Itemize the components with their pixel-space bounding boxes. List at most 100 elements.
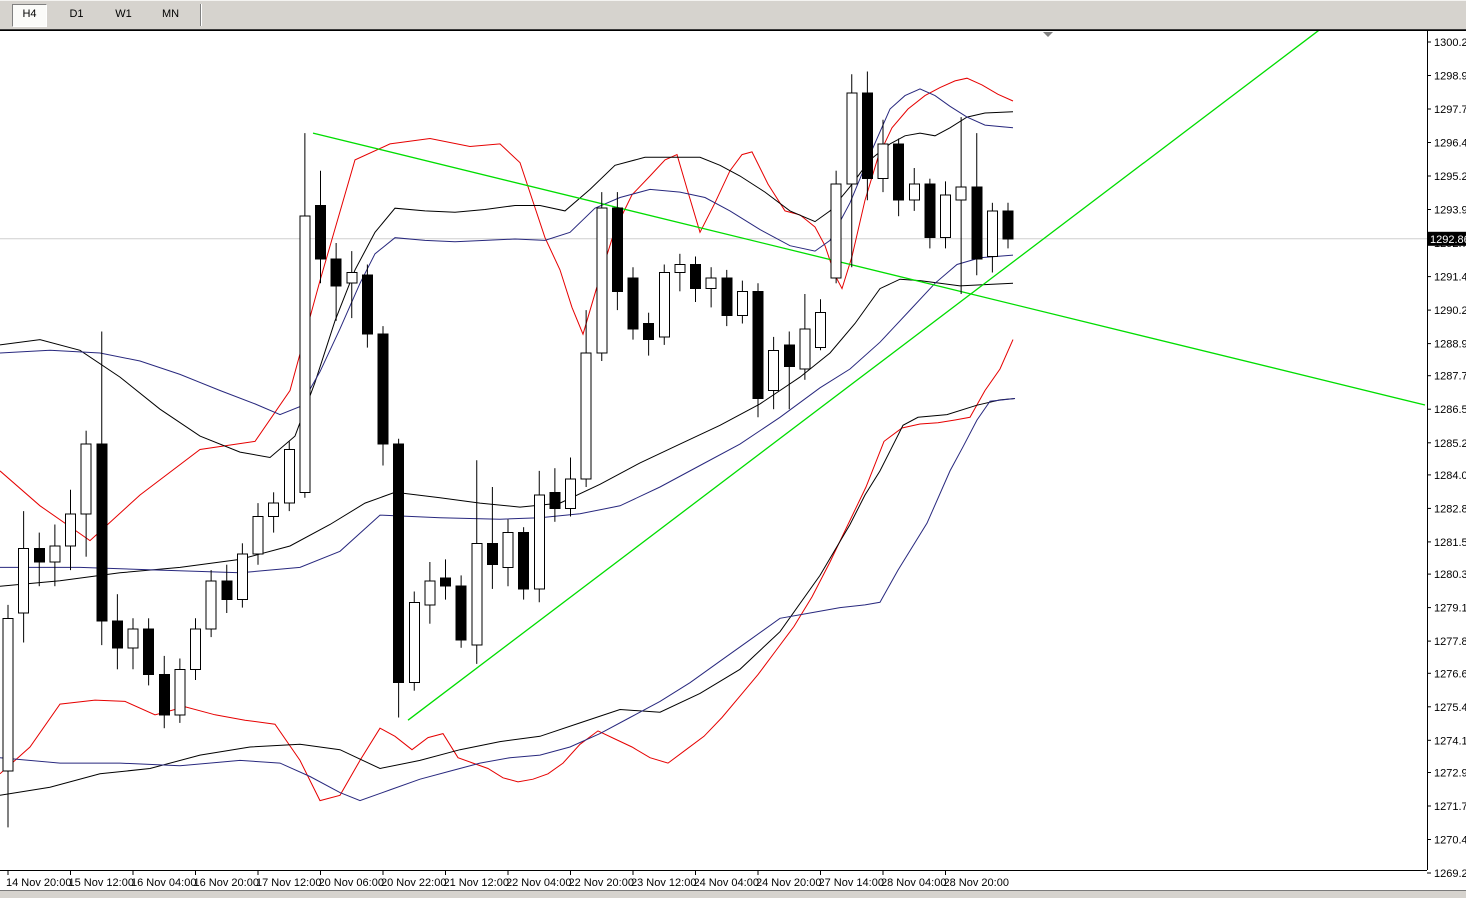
- time-axis-label: 14 Nov 20:00: [6, 877, 71, 889]
- candle-body-down: [643, 323, 655, 341]
- timeframe-button-w1[interactable]: W1: [115, 7, 132, 20]
- chart-shift-marker[interactable]: [1043, 32, 1053, 37]
- candle: [705, 267, 717, 308]
- candle: [268, 492, 280, 533]
- time-axis-label: 20 Nov 06:00: [319, 877, 384, 889]
- price-axis-label: 1298.95: [1434, 71, 1466, 83]
- candle: [440, 559, 451, 600]
- candle: [580, 310, 592, 487]
- candle-body-down: [690, 264, 701, 290]
- candle: [80, 430, 92, 557]
- price-axis-label: 1287.75: [1434, 371, 1466, 383]
- candle: [815, 299, 826, 351]
- indicator-line-ma-black-slow: [0, 398, 1016, 796]
- candle: [690, 256, 701, 302]
- candle: [893, 138, 905, 217]
- time-axis-label: 21 Nov 12:00: [444, 877, 509, 889]
- candle: [127, 618, 139, 670]
- candle-body-up: [49, 545, 61, 563]
- candle-body-down: [924, 183, 936, 239]
- candle-body-up: [65, 513, 76, 547]
- candle: [424, 562, 436, 624]
- candle: [111, 594, 123, 670]
- candle: [502, 519, 514, 587]
- price-axis-label: 1300.20: [1434, 37, 1466, 49]
- candle: [205, 570, 217, 638]
- candle: [455, 575, 467, 648]
- price-tag-box: [1427, 231, 1466, 246]
- time-axis-label: 24 Nov 04:00: [694, 877, 759, 889]
- candle-body-up: [799, 328, 811, 370]
- candle-body-down: [518, 532, 530, 590]
- candle-body-up: [190, 628, 201, 670]
- candle: [96, 331, 108, 646]
- candle: [471, 460, 483, 664]
- candle-body-up: [533, 494, 545, 590]
- candle-body-down: [393, 443, 405, 684]
- candle: [393, 438, 405, 718]
- candle-body-up: [986, 210, 998, 257]
- candle-body-down: [971, 186, 983, 260]
- window-bottom-border: [0, 890, 1466, 898]
- candle: [736, 280, 748, 324]
- candles-layer: [2, 71, 1014, 828]
- candle-body-down: [1002, 210, 1014, 240]
- price-axis-label: 1288.95: [1434, 339, 1466, 351]
- candle-body-up: [736, 290, 748, 316]
- candle-body-up: [424, 580, 436, 606]
- candle-body-down: [315, 205, 326, 260]
- price-axis-label: 1274.15: [1434, 735, 1466, 747]
- price-axis-label: 1284.05: [1434, 470, 1466, 482]
- candle-body-up: [596, 207, 608, 354]
- candle-body-down: [549, 491, 561, 509]
- time-axis-label: 20 Nov 22:00: [381, 877, 446, 889]
- candle: [643, 312, 655, 356]
- time-axis-label: 24 Nov 20:00: [756, 877, 821, 889]
- candle: [174, 658, 186, 723]
- candle: [658, 264, 670, 345]
- candle: [752, 283, 764, 418]
- candle-body-down: [96, 443, 108, 622]
- candle: [346, 251, 358, 319]
- price-axis[interactable]: 1300.20 1298.95 1297.70 1296.45 1295.20 1293.…: [1427, 37, 1466, 880]
- candle-body-up: [236, 553, 248, 601]
- price-tag-value: 1292.86: [1430, 234, 1466, 246]
- candle: [955, 117, 967, 294]
- candle: [408, 591, 420, 691]
- ascending-trendline[interactable]: [407, 29, 1320, 721]
- candle-body-up: [205, 580, 217, 630]
- price-axis-label: 1293.95: [1434, 205, 1466, 217]
- candle-body-down: [486, 542, 498, 566]
- candle: [252, 503, 264, 565]
- time-axis-label: 17 Nov 12:00: [256, 877, 321, 889]
- candle-body-down: [143, 628, 155, 676]
- candle: [143, 618, 155, 686]
- candle: [377, 326, 389, 466]
- timeframe-button-h4[interactable]: H4: [12, 3, 47, 27]
- candle-body-down: [377, 333, 389, 445]
- candle: [721, 269, 733, 327]
- time-axis-label: 15 Nov 12:00: [69, 877, 134, 889]
- candle: [908, 168, 920, 211]
- descending-trendline[interactable]: [312, 132, 1426, 406]
- candle: [361, 264, 373, 348]
- candle: [940, 181, 951, 249]
- timeframe-button-d1[interactable]: D1: [69, 7, 84, 20]
- candle: [549, 468, 561, 522]
- candle-body-down: [627, 277, 639, 330]
- candle: [924, 178, 936, 249]
- candle-body-up: [127, 628, 139, 649]
- time-axis-label: 28 Nov 20:00: [944, 877, 1009, 889]
- price-axis-label: 1290.20: [1434, 305, 1466, 317]
- timeframe-button-mn[interactable]: MN: [161, 7, 180, 20]
- candle: [861, 71, 873, 201]
- candle-body-down: [111, 620, 123, 649]
- candle: [877, 119, 889, 193]
- candle: [236, 543, 248, 608]
- price-axis-label: 1291.45: [1434, 272, 1466, 284]
- candle: [674, 253, 686, 292]
- indicator-line-ma-navy-mid: [0, 254, 1014, 574]
- candle-body-down: [611, 207, 623, 292]
